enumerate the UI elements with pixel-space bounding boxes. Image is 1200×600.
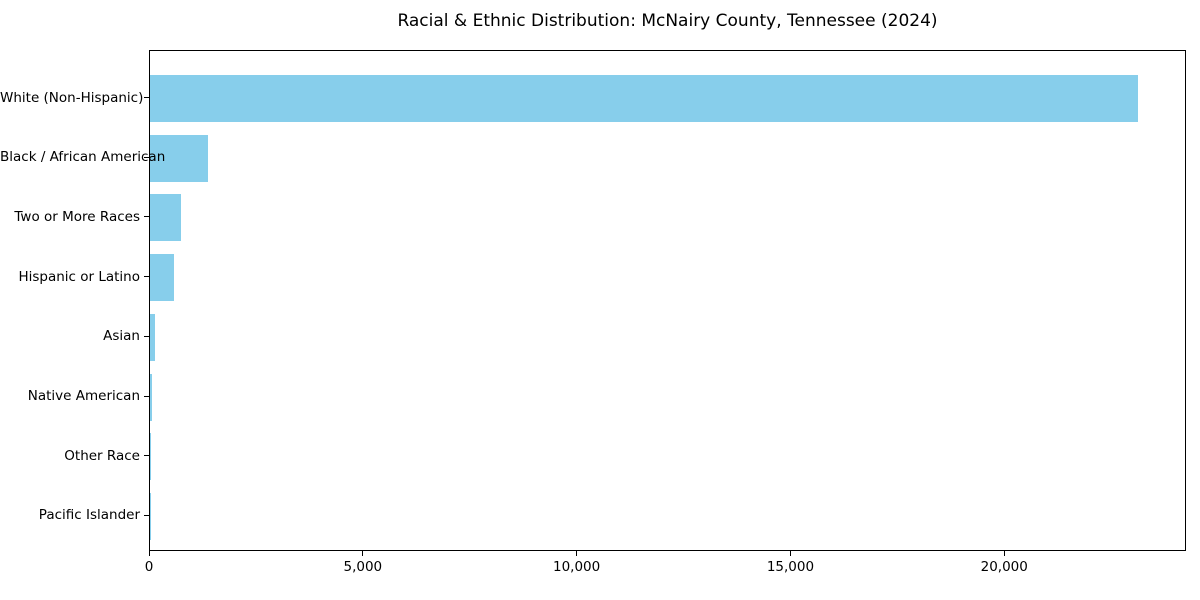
y-tick-pacific-islander <box>144 514 149 516</box>
y-tick-black-african-american <box>144 156 149 158</box>
y-tick-white-non-hispanic <box>144 97 149 98</box>
y-tick-native-american <box>144 395 149 397</box>
y-tick-label-two-or-more-races: Two or More Races <box>14 208 140 225</box>
plot-area <box>149 50 1186 551</box>
y-tick-label-white-non-hispanic: White (Non-Hispanic) <box>0 89 144 106</box>
bar-asian <box>150 313 155 361</box>
x-tick-20000 <box>1003 551 1005 556</box>
bar-hispanic-or-latino <box>150 254 174 302</box>
y-tick-label-native-american: Native American <box>27 388 140 404</box>
x-tick-15000 <box>789 551 791 556</box>
x-tick-5000 <box>362 551 364 556</box>
x-tick-label-20000: 20,000 <box>980 559 1028 575</box>
x-tick-label-15000: 15,000 <box>766 559 815 575</box>
x-tick-label-0: 0 <box>144 559 154 575</box>
y-tick-asian <box>144 335 149 337</box>
chart-title: Racial & Ethnic Distribution: McNairy Co… <box>397 11 938 31</box>
bar-native-american <box>150 373 152 421</box>
y-tick-hispanic-or-latino <box>144 276 149 278</box>
x-tick-label-10000: 10,000 <box>553 559 601 575</box>
bar-other-race <box>150 433 152 481</box>
x-tick-label-5000: 5,000 <box>343 559 383 575</box>
y-tick-label-pacific-islander: Pacific Islander <box>38 507 140 524</box>
y-tick-two-or-more-races <box>144 216 149 218</box>
bar-two-or-more-races <box>150 194 182 242</box>
y-tick-label-hispanic-or-latino: Hispanic or Latino <box>18 268 140 285</box>
y-tick-label-other-race: Other Race <box>64 447 140 464</box>
y-tick-label-asian: Asian <box>103 328 140 345</box>
bar-black-african-american <box>150 134 209 182</box>
bar-white-non-hispanic <box>150 75 1138 122</box>
y-tick-label-black-african-american: Black / African American <box>0 149 166 166</box>
x-tick-0 <box>148 551 150 556</box>
x-tick-10000 <box>576 551 578 556</box>
y-tick-other-race <box>144 455 149 457</box>
